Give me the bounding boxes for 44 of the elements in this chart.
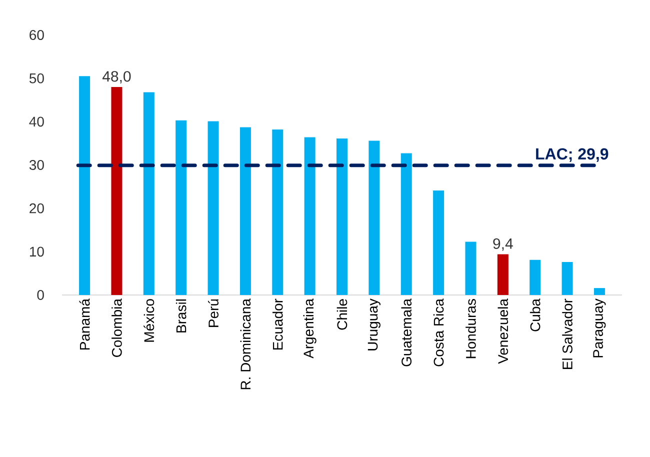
- x-tick-label: Perú: [208, 299, 218, 327]
- x-tick-label: Guatemala: [401, 298, 412, 366]
- bar: [594, 288, 605, 295]
- bar: [433, 190, 444, 295]
- bar: [272, 129, 284, 295]
- x-tick-label: Panamá: [79, 298, 90, 350]
- x-tick-label: El Salvador: [562, 298, 572, 369]
- bar: [208, 121, 219, 295]
- bar: [111, 87, 122, 295]
- data-label: 9,4: [493, 238, 513, 251]
- bar: [304, 137, 316, 295]
- y-tick-label: 10: [30, 246, 44, 257]
- x-tick-label: Costa Rica: [433, 298, 444, 366]
- bar: [465, 242, 476, 295]
- data-label: 48,0: [102, 71, 131, 84]
- y-tick-label: 40: [29, 116, 44, 127]
- y-tick-label: 30: [29, 160, 44, 170]
- bar: [336, 138, 348, 295]
- bar: [176, 120, 187, 295]
- y-tick-label: 60: [30, 30, 44, 40]
- x-tick-label: Venezuela: [498, 298, 508, 364]
- x-tick-label: México: [144, 299, 154, 342]
- x-tick-label: Honduras: [466, 299, 476, 358]
- bar: [400, 153, 412, 295]
- bar: [562, 262, 573, 295]
- bar: [79, 76, 90, 295]
- y-tick-label: 20: [30, 203, 44, 214]
- x-tick-label: Cuba: [530, 298, 540, 332]
- bar: [530, 260, 541, 295]
- x-tick-label: Argentina: [303, 298, 316, 358]
- x-tick-label: Colombia: [112, 298, 122, 357]
- x-tick-label: R. Dominicana: [240, 298, 251, 390]
- x-tick-label: Uruguay: [368, 298, 380, 350]
- x-tick-label: Brasil: [176, 299, 186, 332]
- y-tick-label: 0: [37, 290, 44, 300]
- x-tick-label: Chile: [336, 299, 348, 330]
- bar: [240, 127, 251, 295]
- bar: [143, 92, 154, 295]
- bar: [368, 140, 380, 295]
- bar: [497, 254, 508, 295]
- y-tick-label: 50: [29, 73, 44, 84]
- x-tick-label: Paraguay: [593, 298, 606, 358]
- x-tick-label: Ecuador: [272, 298, 283, 350]
- ref-line-label: LAC; 29,9: [536, 148, 608, 162]
